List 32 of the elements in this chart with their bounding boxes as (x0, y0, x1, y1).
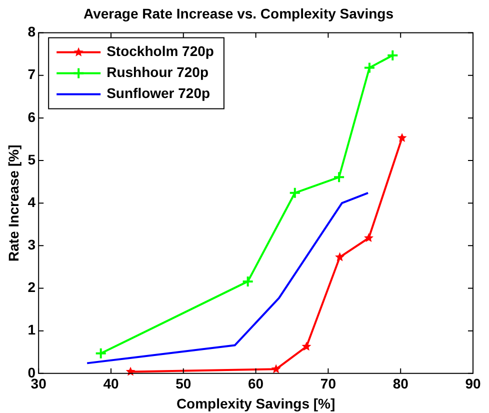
legend-label: Stockholm 720p (106, 43, 214, 60)
y-tick-label: 3 (28, 236, 36, 253)
y-tick-label: 7 (28, 66, 36, 82)
y-tick-label: 0 (28, 364, 36, 380)
point (288, 186, 301, 199)
x-tick-label: 90 (465, 376, 481, 392)
point (94, 347, 107, 360)
y-tick-label: 4 (28, 194, 36, 210)
chart-title: Average Rate Increase vs. Complexity Savings (84, 5, 394, 22)
point (271, 364, 281, 374)
y-tick-label: 8 (28, 24, 36, 40)
x-tick-label: 40 (103, 376, 119, 392)
x-tick-label: 80 (392, 376, 409, 392)
legend-label: Sunflower 720p (106, 85, 210, 102)
point (302, 342, 312, 351)
x-tick-label: 60 (248, 376, 264, 392)
y-axis-title: Rate Increase [%] (5, 144, 22, 262)
point (335, 252, 345, 262)
point (333, 171, 346, 184)
point (363, 62, 376, 74)
x-tick-label: 50 (176, 376, 192, 392)
x-tick-label: 70 (320, 376, 336, 392)
y-tick-label: 1 (28, 322, 36, 338)
x-axis-title: Complexity Savings [%] (176, 395, 336, 412)
point (386, 49, 399, 62)
point (242, 275, 254, 288)
y-tick-label: 5 (28, 151, 36, 168)
y-tick-label: 2 (28, 279, 36, 296)
y-tick-label: 6 (28, 108, 36, 125)
point (397, 132, 407, 142)
legend-label: Rushhour 720p (106, 64, 208, 80)
point (364, 233, 374, 242)
